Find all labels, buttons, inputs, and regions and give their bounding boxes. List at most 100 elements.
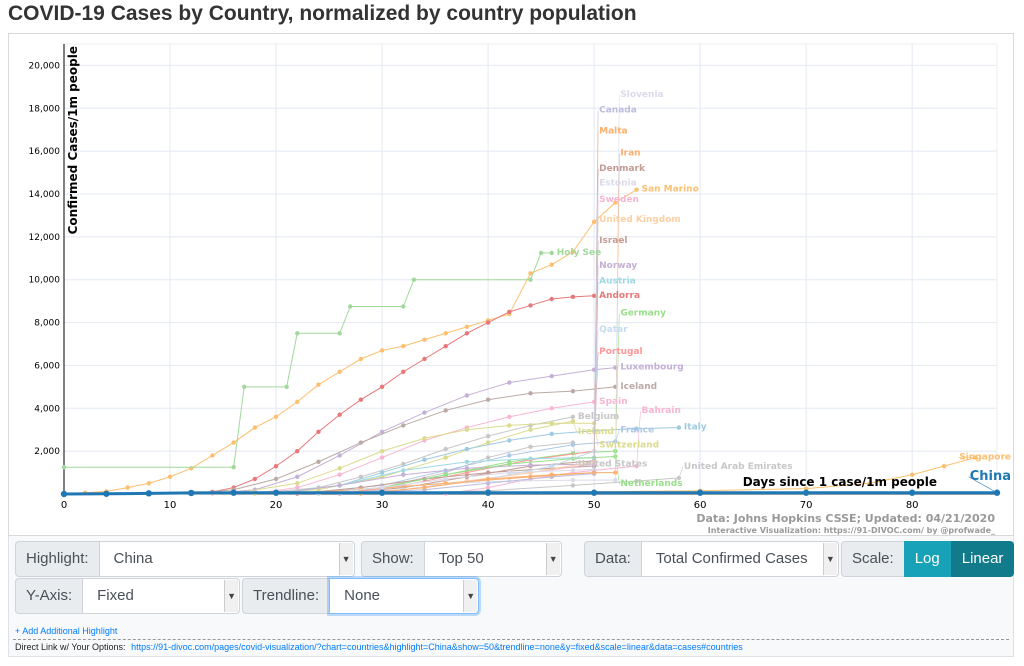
series-label: United States (578, 460, 647, 470)
data-point (188, 489, 195, 497)
data-point (379, 384, 385, 390)
show-select[interactable]: Top 50 ▼ (423, 541, 562, 577)
data-point (167, 474, 173, 480)
y-tick-label: 8,000 (34, 319, 60, 329)
show-value: Top 50 (438, 550, 484, 567)
data-point (401, 423, 406, 428)
series-label: Italy (684, 423, 707, 433)
data-point (507, 453, 512, 458)
data-point (284, 384, 289, 390)
scale-linear-button[interactable]: Linear (950, 541, 1015, 577)
data-point (549, 463, 554, 469)
data-point (422, 356, 427, 362)
series-switzerland[interactable] (231, 421, 597, 496)
data-point (358, 440, 364, 445)
x-tick-label: 20 (270, 500, 283, 511)
data-point (570, 414, 576, 420)
series-label: United Arab Emirates (684, 462, 793, 472)
series-label: Qatar (599, 325, 628, 335)
data-point (464, 324, 470, 330)
data-point (252, 425, 258, 430)
highlight-select[interactable]: China ▼ (98, 541, 355, 577)
direct-link[interactable]: https://91-divoc.com/pages/covid-visuali… (131, 642, 743, 652)
data-point (231, 465, 236, 470)
data-point (337, 412, 342, 417)
data-point (464, 466, 470, 471)
data-point (908, 489, 916, 496)
data-point (252, 476, 258, 482)
series-label: Iceland (620, 382, 657, 392)
data-point (485, 476, 491, 482)
series-line (64, 252, 552, 468)
series-ireland[interactable] (252, 418, 576, 496)
data-point (634, 187, 639, 192)
data-point (422, 485, 427, 490)
label-leader-line (593, 110, 599, 474)
series-label: Sweden (599, 195, 639, 205)
data-point (528, 303, 533, 308)
y-tick-label: 4,000 (34, 404, 60, 414)
series-label: Bahrain (642, 406, 681, 416)
data-point (61, 465, 67, 470)
data-point (485, 455, 491, 460)
data-point (378, 489, 386, 496)
series-china[interactable] (60, 489, 1001, 498)
data-point (549, 373, 554, 379)
chart-series (60, 187, 1001, 498)
highlight-label: Highlight: (15, 541, 99, 577)
direct-link-row: Direct Link w/ Your Options: https://91-… (15, 642, 743, 653)
add-highlight-link[interactable]: + Add Additional Highlight (15, 626, 118, 636)
data-point (422, 457, 427, 462)
x-tick-label: 40 (482, 500, 495, 511)
data-point (379, 448, 385, 454)
data-point (590, 489, 598, 496)
data-point (613, 200, 618, 205)
series-label: Canada (599, 106, 637, 116)
data-point (570, 442, 576, 447)
divider (13, 639, 1009, 640)
data-point (295, 399, 300, 405)
data-point (507, 380, 512, 385)
label-leader-line (615, 451, 620, 485)
data-point (570, 249, 576, 255)
trendline-select[interactable]: None ▼ (329, 578, 480, 614)
data-point (60, 490, 68, 498)
data-point (570, 477, 576, 483)
yaxis-select[interactable]: Fixed ▼ (82, 578, 241, 614)
series-line (63, 491, 997, 496)
chart-series-labels: China San Marino Holy See Andorra Luxembourg… (557, 90, 1011, 489)
series-label: Portugal (599, 347, 643, 357)
series-label: France (620, 426, 654, 436)
data-point (484, 489, 492, 496)
data-point (570, 388, 576, 394)
data-point (145, 490, 153, 497)
data-select[interactable]: Total Confirmed Cases ▼ (640, 541, 839, 577)
label-leader-lines (572, 95, 998, 493)
series-label: Ireland (578, 427, 614, 437)
series-label: Luxembourg (620, 363, 683, 373)
data-control: Data: Total Confirmed Cases ▼ (584, 541, 839, 577)
series-line (191, 295, 595, 494)
series-holy-see[interactable] (61, 250, 554, 470)
scale-label: Scale: (841, 541, 904, 577)
scale-log-button[interactable]: Log (903, 541, 951, 577)
series-label: Netherlands (620, 479, 682, 489)
data-point (485, 320, 491, 325)
data-point (549, 472, 554, 477)
trendline-value: None (344, 587, 381, 604)
data-point (549, 406, 554, 411)
series-label: Slovenia (620, 90, 663, 100)
data-point (464, 459, 470, 465)
chevron-down-icon: ▼ (545, 543, 560, 575)
data-point (358, 397, 364, 402)
data-point (230, 489, 237, 496)
y-tick-label: 2,000 (34, 447, 60, 457)
source-note: Data: Johns Hopkins CSSE; Updated: 04/21… (696, 512, 995, 525)
data-point (125, 485, 130, 490)
data-point (802, 489, 810, 496)
data-point (422, 436, 427, 441)
series-label: Belgium (578, 412, 619, 422)
data-point (316, 382, 321, 387)
data-point (337, 472, 342, 477)
data-point (401, 343, 406, 349)
